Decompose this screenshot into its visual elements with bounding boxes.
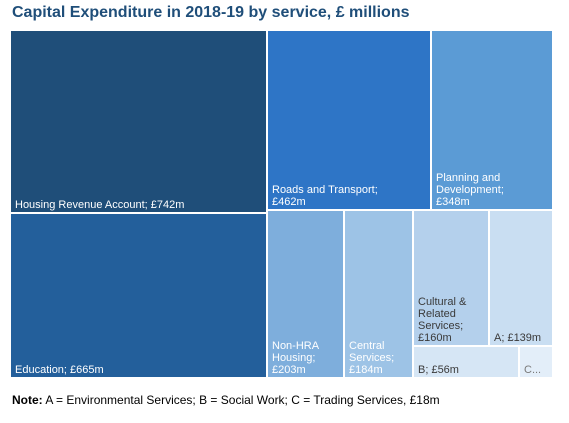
treemap-tile-7	[488, 209, 554, 347]
treemap-label-5-1: Services;	[349, 352, 394, 364]
treemap-label-4-1: Housing;	[272, 352, 315, 364]
treemap-label-7-0: A; £139m	[494, 332, 541, 344]
treemap-label-6-2: Services;	[418, 320, 463, 332]
treemap-label-6-0: Cultural &	[418, 296, 467, 308]
treemap-tile-2	[266, 29, 432, 211]
treemap-label-2-0: Roads and Transport;	[272, 184, 378, 196]
treemap-label-5-2: £184m	[349, 364, 383, 376]
treemap-label-9-0: C...	[524, 364, 541, 376]
treemap-label-3-1: Development;	[436, 184, 504, 196]
treemap-label-3-2: £348m	[436, 196, 470, 208]
treemap-tile-3	[430, 29, 554, 211]
treemap-label-3-0: Planning and	[436, 172, 500, 184]
treemap-label-5-0: Central	[349, 340, 384, 352]
treemap-label-6-3: £160m	[418, 332, 452, 344]
treemap-label-8-0: B; £56m	[418, 364, 459, 376]
treemap-tile-4	[266, 209, 345, 379]
footnote: Note: A = Environmental Services; B = So…	[12, 393, 440, 407]
footnote-text: A = Environmental Services; B = Social W…	[42, 393, 440, 407]
treemap-label-4-2: £203m	[272, 364, 306, 376]
chart-title: Capital Expenditure in 2018-19 by servic…	[12, 4, 410, 21]
treemap-label-0-0: Housing Revenue Account; £742m	[15, 199, 184, 211]
footnote-prefix: Note:	[12, 393, 43, 407]
treemap-label-2-1: £462m	[272, 196, 306, 208]
treemap-label-6-1: Related	[418, 308, 456, 320]
treemap-label-1-0: Education; £665m	[15, 364, 104, 376]
treemap-tile-1	[9, 212, 268, 379]
treemap-tile-9	[518, 345, 554, 379]
treemap-tile-0	[9, 29, 268, 214]
treemap-label-4-0: Non-HRA	[272, 340, 320, 352]
treemap-tile-8	[412, 345, 520, 379]
